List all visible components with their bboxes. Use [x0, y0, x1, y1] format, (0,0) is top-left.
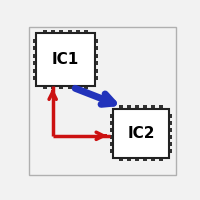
Bar	[135, 105, 139, 109]
Bar	[95, 61, 98, 65]
Bar	[68, 30, 72, 33]
Bar	[43, 30, 47, 33]
Bar	[169, 121, 172, 125]
Bar	[95, 69, 98, 73]
Bar	[95, 39, 98, 43]
Bar	[84, 30, 88, 33]
Bar	[169, 114, 172, 118]
Text: IC2: IC2	[127, 126, 155, 141]
Bar	[169, 135, 172, 139]
Bar	[113, 109, 169, 158]
Bar	[119, 158, 123, 161]
Bar	[169, 142, 172, 146]
Bar	[169, 128, 172, 132]
Bar	[143, 105, 147, 109]
Bar	[110, 135, 113, 139]
Bar	[143, 158, 147, 161]
Bar	[33, 54, 36, 58]
Bar	[110, 142, 113, 146]
Bar	[76, 30, 80, 33]
Bar	[59, 30, 63, 33]
Bar	[76, 86, 80, 89]
Bar	[95, 76, 98, 80]
Bar	[135, 158, 139, 161]
Bar	[33, 46, 36, 50]
Bar	[33, 76, 36, 80]
Bar	[110, 128, 113, 132]
Bar	[151, 158, 155, 161]
Bar	[119, 105, 123, 109]
Bar	[127, 158, 131, 161]
Bar	[169, 149, 172, 153]
Bar	[110, 149, 113, 153]
Bar	[43, 86, 47, 89]
Bar	[151, 105, 155, 109]
Bar	[110, 114, 113, 118]
Bar	[51, 86, 55, 89]
Bar	[68, 86, 72, 89]
Bar	[84, 86, 88, 89]
Bar	[159, 158, 163, 161]
Bar	[33, 39, 36, 43]
Bar	[110, 121, 113, 125]
Bar	[33, 61, 36, 65]
Bar	[33, 69, 36, 73]
Bar	[127, 105, 131, 109]
Bar	[59, 86, 63, 89]
Bar	[95, 46, 98, 50]
Text: IC1: IC1	[52, 52, 79, 67]
Bar	[159, 105, 163, 109]
Bar	[95, 54, 98, 58]
Bar	[36, 33, 95, 86]
Bar	[51, 30, 55, 33]
